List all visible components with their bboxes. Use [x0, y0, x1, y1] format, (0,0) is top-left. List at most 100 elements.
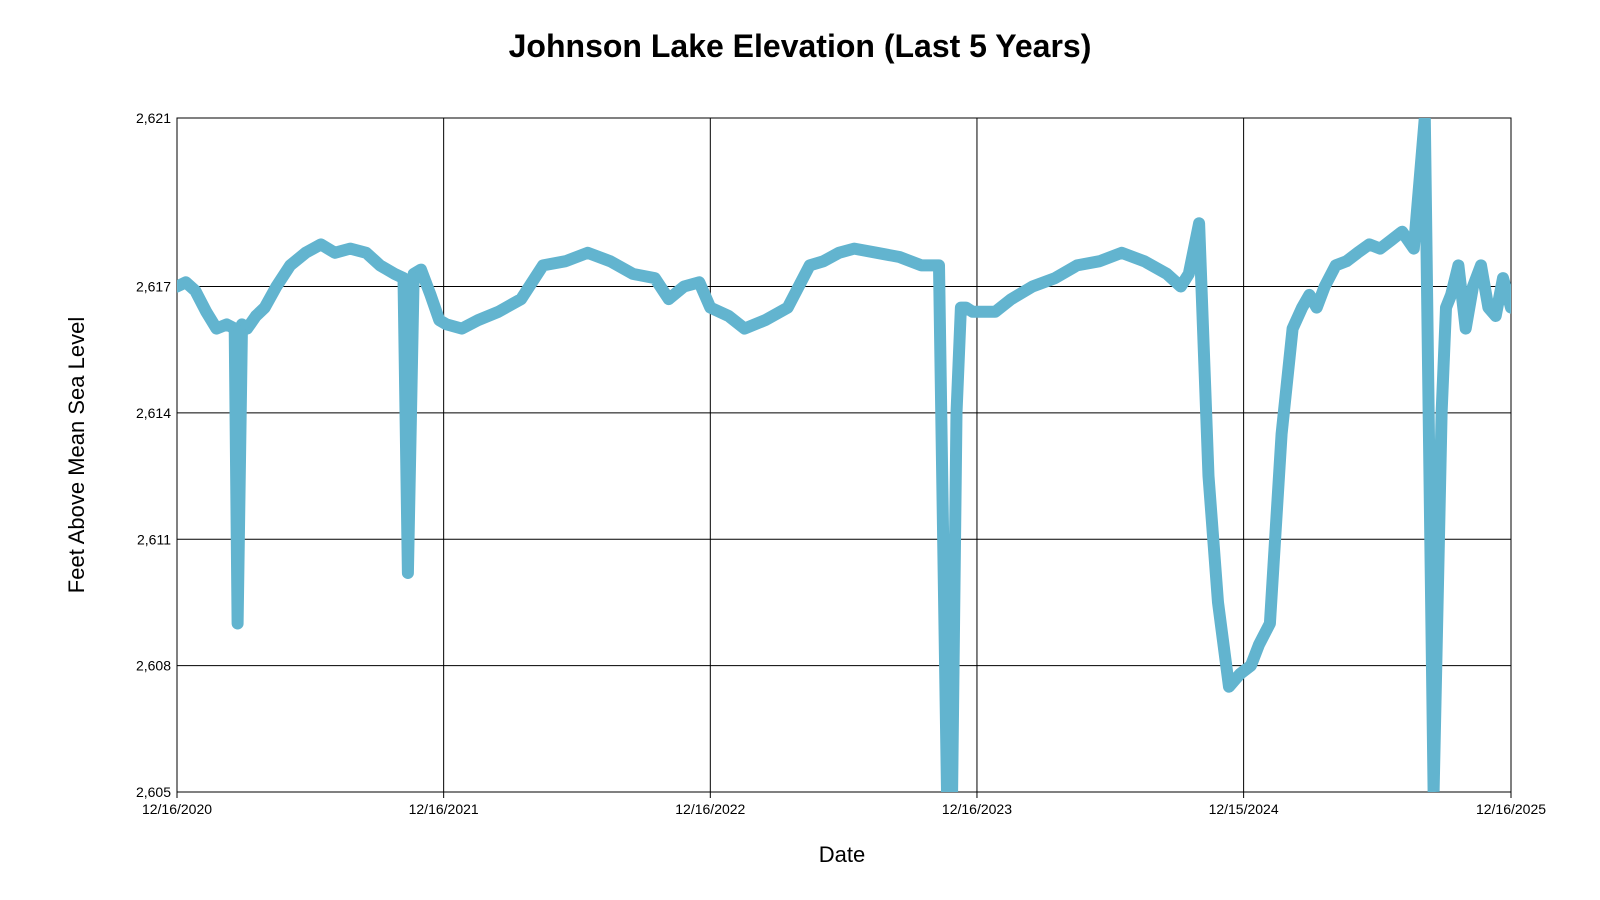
x-tick-label: 12/16/2022	[675, 801, 745, 817]
data-point	[1479, 263, 1484, 268]
grid-lines	[176, 117, 1512, 798]
data-point	[240, 322, 245, 327]
y-tick-label: 2,621	[136, 110, 171, 126]
data-point	[1178, 284, 1183, 289]
data-point	[874, 250, 879, 255]
data-point	[1197, 221, 1202, 226]
data-point	[630, 271, 635, 276]
data-point	[177, 284, 179, 289]
data-point	[742, 326, 747, 331]
data-point	[682, 284, 687, 289]
data-point	[1206, 474, 1211, 479]
data-point	[541, 263, 546, 268]
data-point	[1500, 276, 1505, 281]
data-point	[970, 309, 975, 314]
data-point	[1411, 246, 1416, 251]
data-point	[1486, 305, 1491, 310]
data-point	[183, 280, 188, 285]
data-point	[428, 292, 433, 297]
data-point	[666, 297, 671, 302]
y-tick-label: 2,605	[136, 784, 171, 800]
x-tick-label: 12/16/2023	[942, 801, 1012, 817]
data-point	[1216, 600, 1221, 605]
data-point	[897, 255, 902, 260]
data-point	[785, 305, 790, 310]
data-point	[392, 271, 397, 276]
data-point	[437, 318, 442, 323]
y-axis-ticks: 2,605 2,608 2,611 2,614 2,617 2,621	[136, 110, 171, 800]
data-point	[608, 259, 613, 264]
data-point	[1164, 271, 1169, 276]
data-point	[401, 276, 406, 281]
data-point	[1463, 326, 1468, 331]
data-point	[364, 250, 369, 255]
data-point	[1075, 263, 1080, 268]
data-point	[1389, 238, 1394, 243]
data-point	[1248, 663, 1253, 668]
x-tick-label: 12/15/2024	[1209, 801, 1279, 817]
data-point	[519, 297, 524, 302]
data-point	[459, 326, 464, 331]
data-point	[1237, 672, 1242, 677]
data-point	[274, 284, 279, 289]
data-point	[1422, 118, 1427, 120]
data-point	[475, 318, 480, 323]
data-point	[1367, 242, 1372, 247]
data-point	[1009, 297, 1014, 302]
data-point	[1279, 431, 1284, 436]
data-point	[708, 305, 713, 310]
data-point	[1471, 284, 1476, 289]
data-point	[224, 322, 229, 327]
y-tick-label: 2,611	[137, 531, 171, 547]
data-point	[1443, 305, 1448, 310]
data-point	[288, 263, 293, 268]
data-point	[245, 326, 250, 331]
data-point	[405, 570, 410, 575]
data-point	[1344, 259, 1349, 264]
data-point	[807, 263, 812, 268]
data-point	[193, 288, 198, 293]
data-point	[652, 276, 657, 281]
data-point	[1227, 684, 1232, 689]
y-tick-label: 2,617	[136, 279, 171, 295]
data-point	[1439, 410, 1444, 415]
data-point	[1333, 263, 1338, 268]
data-point	[262, 305, 267, 310]
data-point	[378, 263, 383, 268]
series-line-elevation	[177, 118, 1511, 792]
data-point	[1493, 313, 1498, 318]
data-point	[232, 326, 237, 331]
data-point	[726, 313, 731, 318]
x-tick-label: 12/16/2025	[1476, 801, 1546, 817]
data-point	[964, 305, 969, 310]
data-point	[1097, 259, 1102, 264]
data-point	[697, 280, 702, 285]
data-point	[919, 263, 924, 268]
data-point	[763, 318, 768, 323]
y-tick-label: 2,608	[136, 658, 171, 674]
data-point	[1378, 246, 1383, 251]
data-point	[954, 410, 959, 415]
data-point	[1449, 292, 1454, 297]
data-point	[235, 621, 240, 626]
data-point	[253, 313, 258, 318]
data-point	[1322, 284, 1327, 289]
y-tick-label: 2,614	[136, 405, 171, 421]
x-axis-title: Date	[819, 842, 865, 867]
data-point	[958, 305, 963, 310]
data-point	[419, 267, 424, 272]
data-point	[1186, 271, 1191, 276]
data-point	[444, 322, 449, 327]
plot-area-frame	[176, 117, 1512, 793]
data-point	[1300, 305, 1305, 310]
data-point	[950, 790, 955, 792]
data-point	[1400, 229, 1405, 234]
data-point	[1030, 284, 1035, 289]
data-point	[204, 309, 209, 314]
data-point	[1267, 621, 1272, 626]
data-point	[1431, 790, 1436, 792]
data-point	[563, 259, 568, 264]
data-point	[496, 309, 501, 314]
data-point	[852, 246, 857, 251]
